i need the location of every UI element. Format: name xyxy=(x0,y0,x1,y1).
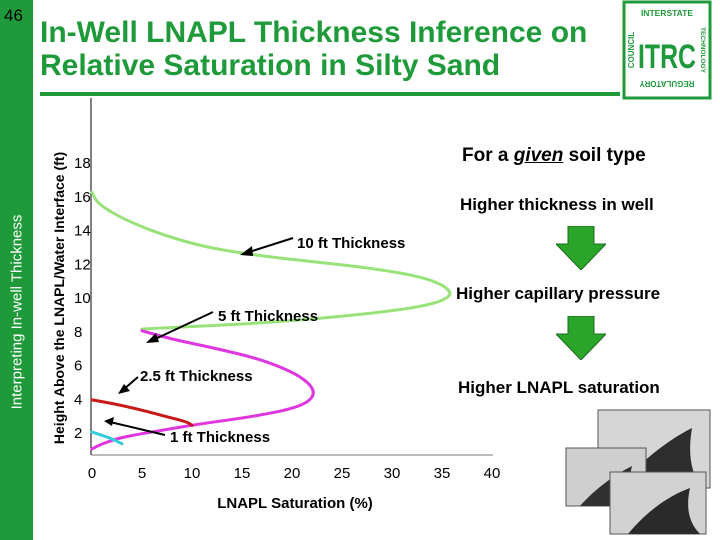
pointer-10ft-head xyxy=(240,246,253,256)
title-line-2: Relative Saturation in Silty Sand xyxy=(40,49,501,82)
note-higher-saturation: Higher LNAPL saturation xyxy=(458,378,660,397)
y-tick-label: 14 xyxy=(74,223,91,240)
slide-number: 46 xyxy=(4,6,23,25)
x-tick-label: 25 xyxy=(334,465,351,482)
y-axis-label: Height Above the LNAPL/Water Interface (… xyxy=(51,152,67,444)
annotation-2-5ft: 2.5 ft Thickness xyxy=(140,368,253,385)
series-line-3 xyxy=(90,430,124,446)
y-tick-label: 8 xyxy=(74,324,82,341)
x-tick-label: 0 xyxy=(88,465,96,482)
x-tick-label: 35 xyxy=(434,465,451,482)
x-tick-label: 20 xyxy=(284,465,301,482)
series-line-1 xyxy=(90,329,315,451)
pointer-2-5ft-head xyxy=(118,384,130,394)
y-tick-label: 18 xyxy=(74,155,91,172)
y-tick-label: 12 xyxy=(74,256,91,273)
x-tick-labels: 0 5 10 15 20 25 30 35 40 xyxy=(88,465,501,482)
shark-fin-images xyxy=(565,409,711,535)
logo-top-text: INTERSTATE xyxy=(641,8,693,18)
page-title: In-Well LNAPL Thickness Inference on Rel… xyxy=(40,16,620,82)
note-higher-thickness: Higher thickness in well xyxy=(460,195,654,214)
chart-axes xyxy=(90,98,493,456)
note-given-soil: For a given soil type xyxy=(462,145,646,167)
sidebar-band: Interpreting In-well Thickness xyxy=(0,0,33,540)
note-given-prefix: For a xyxy=(462,145,514,166)
series-line-2 xyxy=(90,398,194,427)
pointer-5ft xyxy=(152,311,214,341)
logo-mark: ITRC xyxy=(638,38,696,76)
y-tick-label: 16 xyxy=(74,189,91,206)
y-tick-label: 10 xyxy=(74,290,91,307)
annotation-10ft: 10 ft Thickness xyxy=(297,235,405,252)
title-line-1: In-Well LNAPL Thickness Inference on xyxy=(40,16,588,49)
down-arrow-1 xyxy=(556,226,606,270)
pointer-1ft xyxy=(109,421,166,436)
logo-left-text: COUNCIL xyxy=(627,32,636,69)
pointer-1ft-head xyxy=(104,417,114,426)
pointer-5ft-head xyxy=(146,333,159,343)
series-line-0 xyxy=(90,190,452,331)
annotation-pointers xyxy=(104,237,294,436)
logo-right-text: TECHNOLOGY xyxy=(699,27,706,74)
y-tick-label: 4 xyxy=(74,391,82,408)
shark-fin-3 xyxy=(628,488,700,534)
x-tick-label: 15 xyxy=(234,465,251,482)
pointer-10ft xyxy=(245,237,294,254)
note-given-word: given xyxy=(513,145,564,166)
annotation-5ft: 5 ft Thickness xyxy=(218,308,318,325)
curves xyxy=(90,190,452,451)
note-given-suffix: soil type xyxy=(563,145,646,166)
itrc-logo: INTERSTATE REGULATORY COUNCIL TECHNOLOGY… xyxy=(622,0,712,100)
x-tick-label: 30 xyxy=(384,465,401,482)
logo-bottom-text: REGULATORY xyxy=(639,79,695,88)
y-tick-label: 2 xyxy=(74,425,82,442)
x-tick-label: 5 xyxy=(138,465,146,482)
x-axis-label: LNAPL Saturation (%) xyxy=(217,495,373,512)
y-tick-labels: 2 4 6 8 10 12 14 16 18 xyxy=(74,155,91,442)
down-arrow-2 xyxy=(556,316,606,360)
x-tick-label: 40 xyxy=(484,465,501,482)
note-higher-capillary: Higher capillary pressure xyxy=(456,284,661,303)
annotation-1ft: 1 ft Thickness xyxy=(170,429,270,446)
title-rule xyxy=(40,92,620,96)
x-tick-label: 10 xyxy=(184,465,201,482)
y-tick-label: 6 xyxy=(74,358,82,375)
